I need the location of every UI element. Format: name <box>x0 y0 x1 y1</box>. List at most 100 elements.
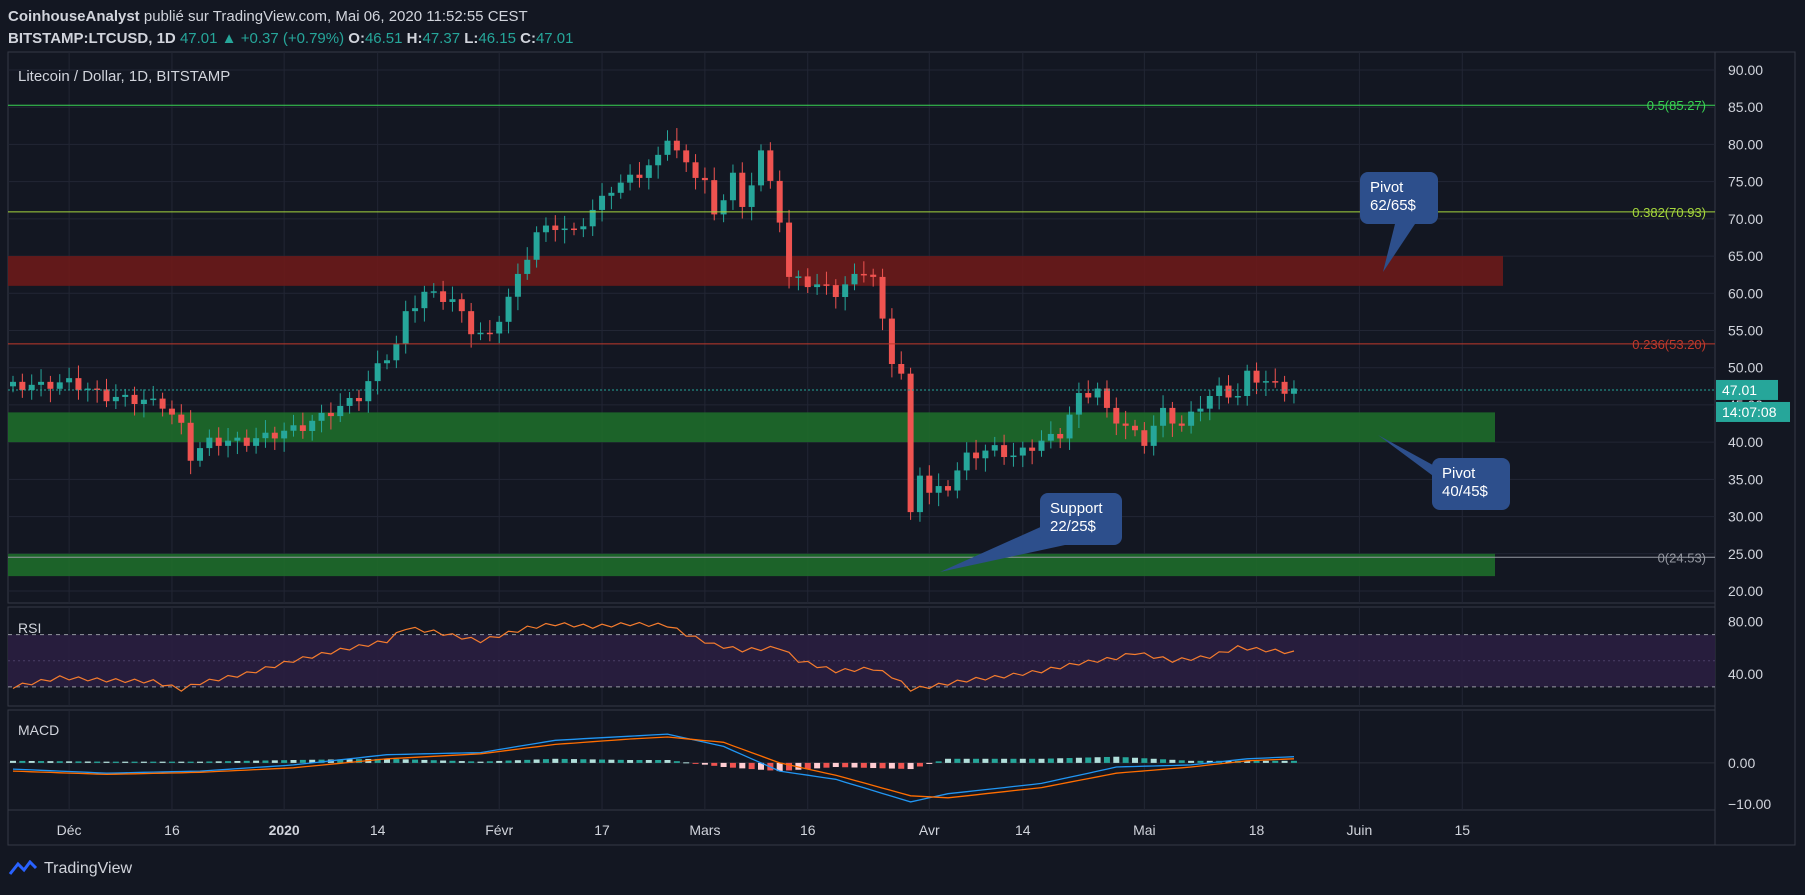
close-value: 47.01 <box>535 30 574 47</box>
tradingview-brand: TradingView <box>44 860 133 877</box>
candle-body <box>1253 370 1260 383</box>
low-value: 46.15 <box>478 30 516 47</box>
candle-body <box>10 381 16 387</box>
candle-body <box>1150 425 1157 446</box>
macd-histogram-bar <box>262 760 269 763</box>
candle-body <box>299 425 306 431</box>
candle-body <box>75 378 82 391</box>
macd-histogram-bar <box>1001 758 1008 763</box>
macd-histogram-bar <box>103 761 110 763</box>
macd-histogram-bar <box>468 761 475 763</box>
candle-body <box>1281 381 1288 394</box>
candle-body <box>140 399 147 404</box>
fib-label: 0(24.53) <box>1658 550 1706 565</box>
candle-body <box>589 209 596 227</box>
author-name[interactable]: CoinhouseAnalyst <box>8 8 140 25</box>
macd-histogram-bar <box>150 761 157 763</box>
macd-histogram-bar <box>786 762 793 771</box>
callout-line2: 22/25$ <box>1050 518 1097 535</box>
macd-histogram-bar <box>178 761 185 763</box>
rsi-title: RSI <box>18 620 41 636</box>
macd-histogram-bar <box>140 761 147 763</box>
candle-body <box>720 200 727 215</box>
candle-body <box>206 437 213 449</box>
candle-body <box>468 311 475 335</box>
macd-histogram-bar <box>916 762 923 767</box>
candle-body <box>1038 440 1045 451</box>
candle-body <box>888 318 895 364</box>
candle-body <box>683 150 690 163</box>
symbol-label: BITSTAMP:LTCUSD, 1D <box>8 30 176 47</box>
tradingview-footer[interactable]: TradingView <box>8 860 132 878</box>
candles-layer <box>10 128 1297 522</box>
candle-body <box>253 438 260 446</box>
candle-body <box>28 384 35 391</box>
callout-line1: Support <box>1050 500 1103 517</box>
candle-body <box>580 226 587 230</box>
macd-histogram-bar <box>804 762 811 770</box>
candle-body <box>664 140 671 155</box>
time-tick-label: Févr <box>485 822 513 838</box>
macd-histogram-bar <box>888 762 895 769</box>
fib-label: 0.382(70.93) <box>1632 205 1706 220</box>
open-value: 46.51 <box>364 30 403 47</box>
macd-histogram-bar <box>795 762 802 770</box>
macd-histogram-bar <box>28 760 35 763</box>
fib-label: 0.5(85.27) <box>1647 98 1706 113</box>
macd-histogram-bar <box>168 761 175 763</box>
macd-histogram-bar <box>1281 760 1288 763</box>
macd-histogram-bar <box>486 761 493 763</box>
candle-body <box>571 228 577 231</box>
price-tick-label: 25.00 <box>1728 546 1763 562</box>
price-tick-label: 80.00 <box>1728 136 1763 152</box>
candle-body <box>365 381 372 402</box>
macd-histogram-bar <box>655 760 662 763</box>
macd-histogram-bar <box>299 759 306 763</box>
zone-support-low <box>8 553 1495 577</box>
macd-histogram-bar <box>814 762 821 769</box>
macd-histogram-bar <box>683 762 690 764</box>
macd-histogram-bar <box>739 762 746 769</box>
macd-histogram-bar <box>384 758 390 763</box>
candle-body <box>47 381 54 389</box>
macd-histogram-bar <box>1290 760 1297 763</box>
macd-histogram-bar <box>711 762 718 766</box>
candle-body <box>870 274 877 277</box>
candle-body <box>458 299 465 312</box>
macd-histogram-bar <box>122 761 129 763</box>
macd-histogram-bar <box>253 760 260 763</box>
candle-body <box>122 394 129 397</box>
macd-histogram-bar <box>673 761 680 763</box>
candle-body <box>991 445 998 451</box>
price-tick-label: 75.00 <box>1728 174 1763 190</box>
macd-histogram-bar <box>449 760 456 763</box>
macd-histogram-bar <box>206 761 213 763</box>
macd-histogram-bar <box>842 762 849 768</box>
candle-body <box>421 291 428 309</box>
chart-title: Litecoin / Dollar, 1D, BITSTAMP <box>18 68 230 85</box>
price-tick-label: 20.00 <box>1728 583 1763 599</box>
time-tick-label: 18 <box>1249 822 1265 838</box>
macd-histogram-bar <box>1057 758 1064 763</box>
macd-histogram-bar <box>1029 758 1036 763</box>
macd-histogram-bar <box>1197 760 1204 763</box>
candle-body <box>84 388 91 391</box>
candle-body <box>159 398 166 409</box>
macd-histogram-bar <box>832 762 839 767</box>
candle-body <box>309 420 316 431</box>
callout-line1: Pivot <box>1442 465 1476 482</box>
macd-histogram-bar <box>402 759 409 763</box>
macd-histogram-bar <box>636 760 643 763</box>
price-tick-label: 50.00 <box>1728 360 1763 376</box>
candle-body <box>907 373 914 513</box>
chart-grid <box>7 51 1796 846</box>
macd-histogram-bar <box>10 760 16 763</box>
candle-body <box>692 162 699 178</box>
signal-line <box>12 736 1295 799</box>
candle-body <box>645 165 652 178</box>
candle-body <box>1290 388 1297 394</box>
macd-histogram-bar <box>1253 760 1260 763</box>
price-tick-label: 60.00 <box>1728 285 1763 301</box>
